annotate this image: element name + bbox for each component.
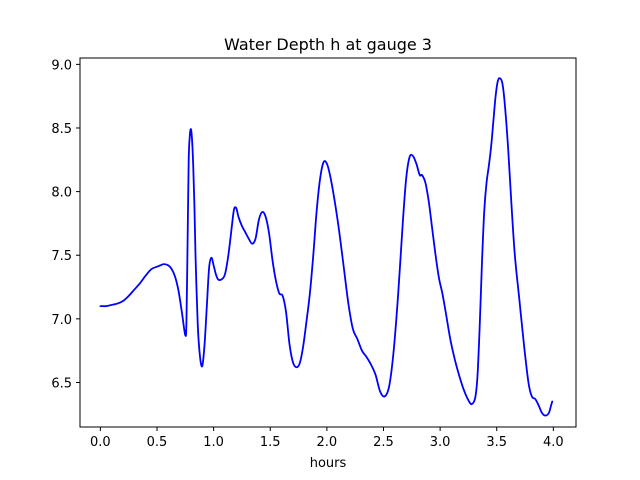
y-tick-label: 8.0 <box>51 186 72 201</box>
y-tick-label: 7.0 <box>51 313 72 328</box>
x-tick-label: 2.5 <box>373 435 394 450</box>
y-tick-label: 9.0 <box>51 58 72 73</box>
plot-area <box>80 58 576 427</box>
x-axis-title: hours <box>310 456 347 471</box>
series-line <box>99 77 554 417</box>
plot-frame <box>79 57 577 428</box>
x-tick-label: 4.0 <box>543 435 564 450</box>
x-tick-label: 1.5 <box>260 435 281 450</box>
x-tick-label: 0.5 <box>147 435 168 450</box>
x-tick-label: 0.0 <box>90 435 111 450</box>
y-tick-label: 7.5 <box>51 249 72 264</box>
y-tick-label: 6.5 <box>51 376 72 391</box>
x-tick-label: 2.0 <box>317 435 338 450</box>
x-tick-label: 3.5 <box>486 435 507 450</box>
x-tick-label: 3.0 <box>430 435 451 450</box>
series-layer <box>99 77 554 417</box>
y-tick-label: 8.5 <box>51 122 72 137</box>
x-tick-label: 1.0 <box>203 435 224 450</box>
chart-title: Water Depth h at gauge 3 <box>224 35 432 54</box>
x-axis: 0.0 0.5 1.0 1.5 2.0 2.5 3.0 3.5 4.0 <box>90 427 564 450</box>
y-axis: 6.5 7.0 7.5 8.0 8.5 9.0 <box>51 58 80 391</box>
